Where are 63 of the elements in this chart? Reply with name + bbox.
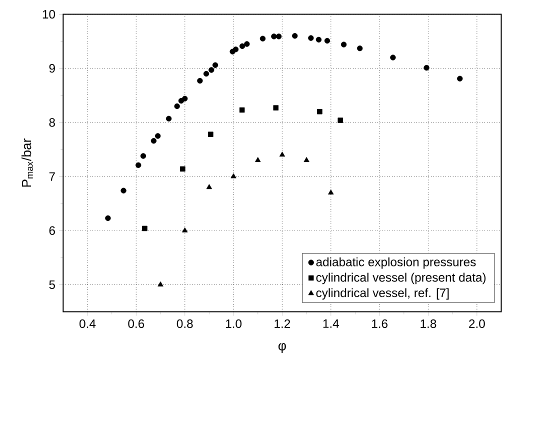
point [304,157,310,162]
point [308,35,314,41]
point [260,36,266,42]
y-tick-label: 6 [49,226,55,235]
x-tick-label: 0.6 [128,319,144,328]
point [328,190,334,194]
x-tick-label: 0.4 [80,319,96,328]
point [340,42,347,48]
point [255,157,261,162]
point [338,118,344,123]
point [150,138,157,144]
point [105,215,111,222]
y-tick-label: 5 [49,280,55,289]
point [154,133,161,139]
point [232,46,239,52]
point [208,132,214,137]
point [292,33,298,39]
point [317,108,322,114]
x-tick-label: 2.0 [469,319,485,328]
y-tick-label: 7 [49,172,55,181]
point [158,281,164,286]
point [206,184,212,190]
legend-label: adiabatic explosion pressures [316,257,476,269]
point [271,34,277,40]
point [120,188,126,194]
point [136,162,142,168]
point [316,36,322,43]
legend-label: cylindrical vessel (present data) [316,272,486,284]
x-axis-title: φ [278,343,286,353]
point [197,78,203,84]
point [208,67,214,73]
point [140,153,146,159]
point [212,62,218,68]
point [390,54,396,60]
x-tick-label: 1.0 [226,319,242,328]
legend-label: cylindrical vessel, ref. [7] [316,288,449,300]
point [174,103,180,110]
point [142,226,148,232]
point [457,76,463,82]
point [182,227,188,232]
point [239,107,245,113]
point [230,173,236,178]
point [203,70,210,77]
point [244,41,250,47]
point [276,34,282,40]
point [273,105,279,110]
point [424,64,430,71]
point [180,166,186,172]
x-tick-label: 1.2 [274,319,290,328]
point [324,38,330,44]
point [182,96,188,102]
y-tick-label: 9 [49,64,55,73]
point [357,46,363,52]
x-tick-label: 1.8 [420,319,436,328]
y-axis-title: P$_{max}$/bar [21,138,33,187]
y-tick-label: 10 [42,10,56,19]
point [239,43,246,50]
point [279,152,286,157]
x-tick-label: 0.8 [176,319,193,328]
x-tick-label: 1.4 [323,319,339,328]
x-tick-label: 1.6 [372,319,388,328]
point [166,116,172,122]
y-tick-label: 8 [49,118,55,127]
